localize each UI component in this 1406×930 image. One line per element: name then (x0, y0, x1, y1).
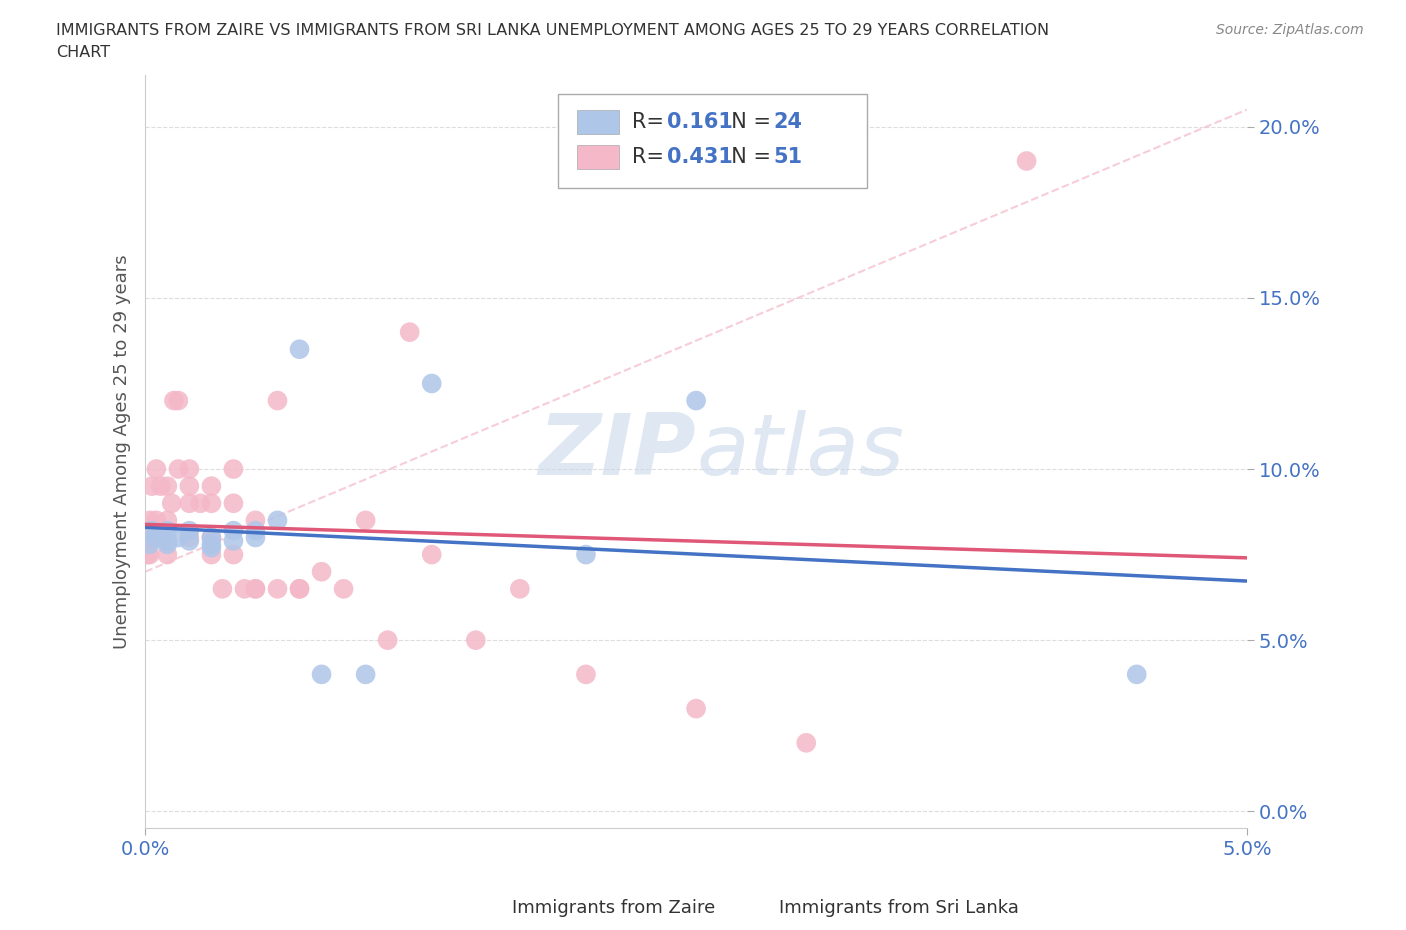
Point (794, 736, 817, 751)
Text: 24: 24 (773, 113, 803, 132)
Point (1125, 667, 1147, 682)
Text: N =: N = (718, 147, 770, 166)
Text: 51: 51 (773, 147, 803, 166)
Point (160, 496, 183, 511)
Text: Immigrants from Sri Lanka: Immigrants from Sri Lanka (779, 898, 1019, 917)
Y-axis label: Unemployment Among Ages 25 to 29 years: Unemployment Among Ages 25 to 29 years (114, 255, 131, 649)
Point (311, 565, 333, 579)
Point (145, 530, 167, 545)
Point (245, 581, 267, 596)
Point (200, 537, 222, 551)
Point (179, 479, 201, 494)
Point (148, 530, 170, 545)
Point (398, 325, 420, 339)
Text: Source: ZipAtlas.com: Source: ZipAtlas.com (1216, 23, 1364, 37)
Point (149, 479, 172, 494)
Point (200, 496, 222, 511)
Point (464, 632, 486, 647)
Point (200, 530, 222, 545)
Point (420, 376, 443, 391)
Point (145, 513, 167, 528)
Point (266, 581, 288, 596)
Point (156, 547, 179, 562)
Point (179, 496, 201, 511)
Point (138, 547, 160, 562)
Point (266, 513, 288, 528)
Point (190, 496, 212, 511)
Point (138, 513, 160, 528)
FancyBboxPatch shape (576, 145, 619, 169)
Point (245, 513, 267, 528)
Point (222, 524, 245, 538)
Text: IMMIGRANTS FROM ZAIRE VS IMMIGRANTS FROM SRI LANKA UNEMPLOYMENT AMONG AGES 25 TO: IMMIGRANTS FROM ZAIRE VS IMMIGRANTS FROM… (56, 23, 1049, 38)
FancyBboxPatch shape (576, 110, 619, 134)
Point (245, 524, 267, 538)
Point (156, 479, 179, 494)
Point (222, 547, 245, 562)
Point (311, 667, 333, 682)
Point (233, 581, 256, 596)
Text: 0.431: 0.431 (668, 147, 734, 166)
Point (575, 667, 598, 682)
Point (156, 537, 179, 551)
Point (179, 530, 201, 545)
Point (211, 581, 233, 596)
Point (138, 537, 160, 551)
Text: N =: N = (718, 113, 770, 132)
Point (156, 513, 179, 528)
Point (136, 530, 159, 545)
Point (143, 530, 166, 545)
Point (167, 530, 190, 545)
Point (141, 524, 163, 538)
Point (1015, 153, 1038, 168)
Text: ZIP: ZIP (538, 410, 696, 494)
FancyBboxPatch shape (558, 94, 868, 189)
Point (136, 547, 159, 562)
Text: 0.161: 0.161 (668, 113, 734, 132)
Point (685, 701, 707, 716)
Point (288, 581, 311, 596)
Point (163, 393, 186, 408)
Point (288, 581, 311, 596)
Point (156, 524, 179, 538)
Point (685, 393, 707, 408)
Point (575, 547, 598, 562)
Point (222, 496, 245, 511)
Point (222, 534, 245, 549)
Point (354, 513, 377, 528)
Point (288, 342, 311, 357)
FancyBboxPatch shape (464, 898, 506, 921)
Text: R=: R= (633, 113, 671, 132)
Point (509, 581, 531, 596)
Point (200, 530, 222, 545)
FancyBboxPatch shape (731, 898, 773, 921)
Point (245, 581, 267, 596)
Text: CHART: CHART (56, 45, 110, 60)
Point (179, 534, 201, 549)
Point (420, 547, 443, 562)
Point (167, 461, 190, 476)
Text: Immigrants from Zaire: Immigrants from Zaire (512, 898, 716, 917)
Point (222, 461, 245, 476)
Point (200, 540, 222, 555)
Point (200, 479, 222, 494)
Text: R=: R= (633, 147, 671, 166)
Point (152, 530, 174, 545)
Point (266, 393, 288, 408)
Point (179, 461, 201, 476)
Point (141, 479, 163, 494)
Point (332, 581, 354, 596)
Point (377, 632, 399, 647)
Point (179, 524, 201, 538)
Point (167, 393, 190, 408)
Point (200, 547, 222, 562)
Point (354, 667, 377, 682)
Point (156, 534, 179, 549)
Text: atlas: atlas (696, 410, 904, 494)
Point (145, 461, 167, 476)
Point (245, 530, 267, 545)
